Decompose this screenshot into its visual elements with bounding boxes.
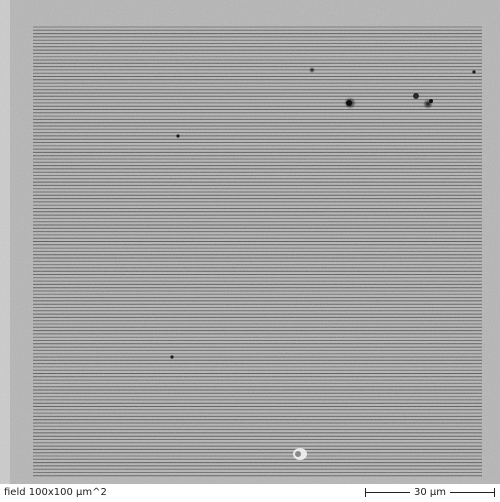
defect-particle: [346, 100, 352, 106]
defect-particle: [170, 355, 174, 359]
defect-particle: [176, 134, 180, 138]
defect-particle: [413, 93, 419, 99]
defect-particle: [309, 67, 315, 73]
scale-bar-left-tick: [365, 488, 366, 497]
scale-bar-right-tick: [494, 488, 495, 497]
noise-overlay: [0, 0, 500, 484]
bright-particle-core: [295, 451, 301, 457]
scale-bar-label: 30 µm: [410, 487, 451, 498]
defect-particle: [429, 99, 433, 103]
sem-micrograph: [0, 0, 500, 484]
image-caption: field 100x100 µm^2 30 µm: [0, 484, 500, 502]
surface-defects: [170, 67, 476, 460]
defect-particle: [472, 70, 476, 74]
field-size-label: field 100x100 µm^2: [4, 487, 107, 498]
